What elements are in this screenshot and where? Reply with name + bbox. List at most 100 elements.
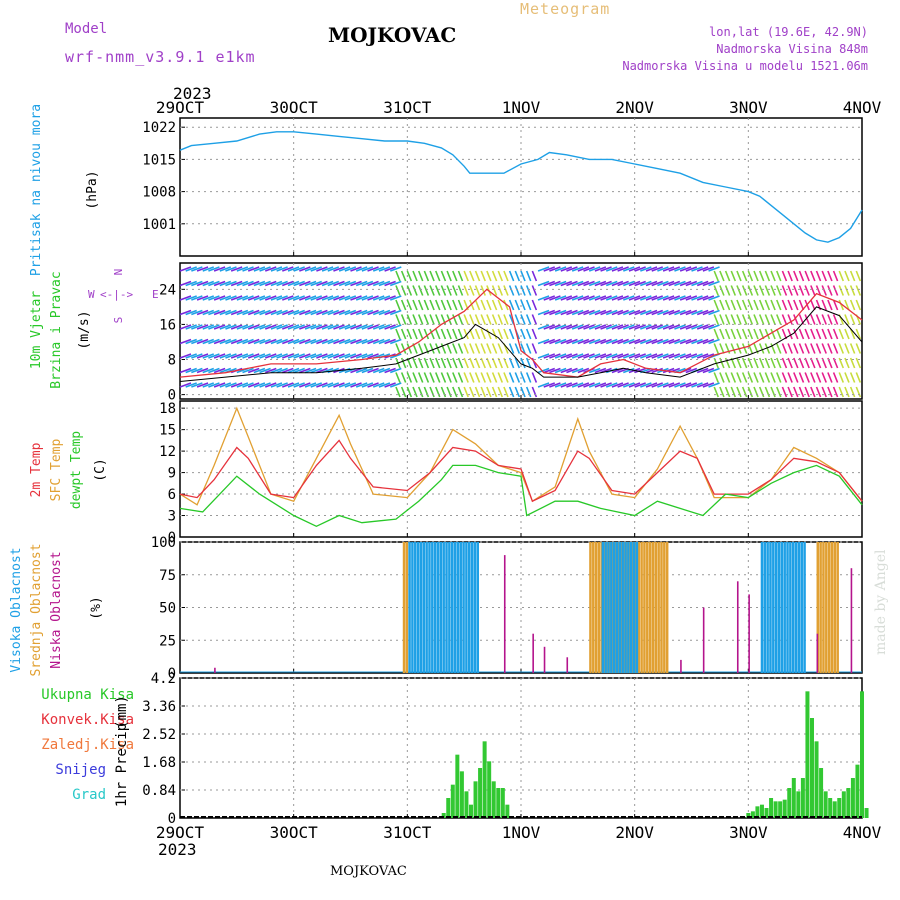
precip-bar	[778, 801, 783, 818]
top-x-label: 29OCT	[156, 98, 205, 117]
precip-bar	[478, 768, 483, 818]
y-tick-label: 3.36	[142, 699, 176, 715]
cloud-high-bar	[462, 542, 465, 673]
precip-bar	[805, 691, 810, 818]
bottom-x-label: 2NOV	[615, 823, 654, 842]
station-title: MOJKOVAC	[328, 23, 456, 47]
cloud-low-bar	[532, 633, 534, 673]
cloud-high-bar	[604, 542, 607, 673]
cloud-mid-bar	[637, 542, 641, 673]
cloud-high-bar	[783, 542, 786, 673]
panel-frame	[179, 117, 863, 257]
precip-bar	[468, 804, 473, 818]
cloud-mid-bar	[830, 542, 834, 673]
precip-bar	[782, 799, 787, 818]
cloud-high-bar	[635, 542, 639, 673]
cloud-high-bar	[476, 542, 480, 673]
precip-bar	[841, 791, 846, 818]
y-tick-label: 24	[159, 282, 176, 298]
cloud-high-bar	[445, 542, 448, 673]
cloud-high-bar	[794, 542, 798, 673]
compass-east: E	[152, 288, 159, 301]
cloud-mid-bar	[657, 542, 660, 673]
precip-bar	[860, 691, 864, 818]
wind-axis-title: 10m Vjetar	[29, 291, 44, 369]
lonlat-label: lon,lat (19.6E, 42.9N)	[709, 25, 868, 39]
cloud-low-bar	[816, 633, 819, 673]
y-tick-label: 100	[151, 535, 176, 551]
cloud-high-bar	[465, 542, 468, 673]
precip-bar	[764, 808, 769, 818]
y-tick-label: 1022	[142, 120, 176, 136]
precip-bar	[505, 804, 510, 818]
precip-bar	[482, 741, 487, 818]
y-tick-label: 0	[168, 811, 176, 827]
cloud-high-bar	[780, 542, 784, 673]
precip-bar	[759, 804, 764, 818]
precip-legend-item: Zaledj.Kisa	[41, 737, 134, 753]
cloud-high-title: Visoka Oblacnost	[9, 547, 24, 672]
precip-bar	[773, 801, 778, 818]
cloud-low-bar	[503, 555, 506, 673]
cloud-high-bar	[791, 542, 795, 673]
cloud-mid-bar	[648, 542, 652, 673]
cloud-high-bar	[416, 542, 420, 673]
cloud-high-bar	[610, 542, 613, 673]
bottom-x-label: 3NOV	[729, 823, 768, 842]
y-tick-label: 16	[159, 317, 176, 333]
cloud-high-bar	[621, 542, 624, 673]
cloud-high-bar	[419, 542, 423, 673]
cloud-high-bar	[408, 542, 411, 673]
precip-bar	[837, 798, 842, 818]
cloud-high-bar	[624, 542, 627, 673]
cloud-high-bar	[632, 542, 636, 673]
cloud-mid-bar	[640, 542, 643, 673]
cloud-unit: (%)	[89, 596, 104, 619]
cloud-mid-bar	[663, 542, 666, 673]
cloud-mid-bar	[646, 542, 649, 673]
precip-bar	[441, 813, 446, 818]
panel-frame	[179, 677, 863, 819]
precip-bar	[455, 754, 460, 818]
cloud-high-bar	[615, 542, 619, 673]
cloud-high-bar	[612, 542, 616, 673]
cloud-high-bar	[601, 542, 605, 673]
precip-bar	[791, 778, 796, 818]
precip-bar	[755, 806, 760, 818]
cloud-high-bar	[473, 542, 477, 673]
cloud-high-bar	[433, 542, 437, 673]
pressure-line	[179, 131, 863, 243]
precip-bar	[500, 788, 505, 818]
precip-bar	[814, 741, 819, 818]
cloud-mid-bar	[836, 542, 839, 673]
precip-bar	[464, 791, 469, 818]
cloud-mid-bar	[592, 542, 595, 673]
wind-barbs	[179, 266, 862, 398]
cloud-mid-bar	[665, 542, 669, 673]
cloud-mid-title: Srednja Oblacnost	[29, 543, 44, 676]
cloud-high-bar	[607, 542, 610, 673]
cloud-low-bar	[748, 594, 750, 673]
t2m-line	[179, 439, 863, 503]
cloud-high-bar	[789, 542, 792, 673]
cloud-high-bar	[763, 542, 767, 673]
y-tick-label: 1001	[142, 217, 176, 233]
cloud-high-bar	[436, 542, 440, 673]
cloud-mid-bar	[827, 542, 831, 673]
cloud-mid-bar	[654, 542, 658, 673]
precip-bar	[864, 808, 869, 818]
cloud-low-bar	[850, 568, 853, 673]
cloud-high-bar	[470, 542, 474, 673]
cloud-mid-bar	[402, 542, 406, 673]
cloud-high-bar	[618, 542, 622, 673]
dewpoint-line	[179, 464, 863, 528]
precip-bar	[446, 798, 451, 818]
cloud-high-bar	[772, 542, 775, 673]
wind-axis-subtitle: Brzina i Pravac	[49, 271, 64, 388]
top-x-label: 4NOV	[843, 98, 882, 117]
cloud-high-bar	[797, 542, 801, 673]
y-tick-label: 50	[159, 601, 176, 617]
precip-bar	[746, 813, 751, 818]
y-tick-label: 3	[168, 509, 176, 525]
precip-legend-item: Ukupna Kisa	[41, 687, 134, 703]
